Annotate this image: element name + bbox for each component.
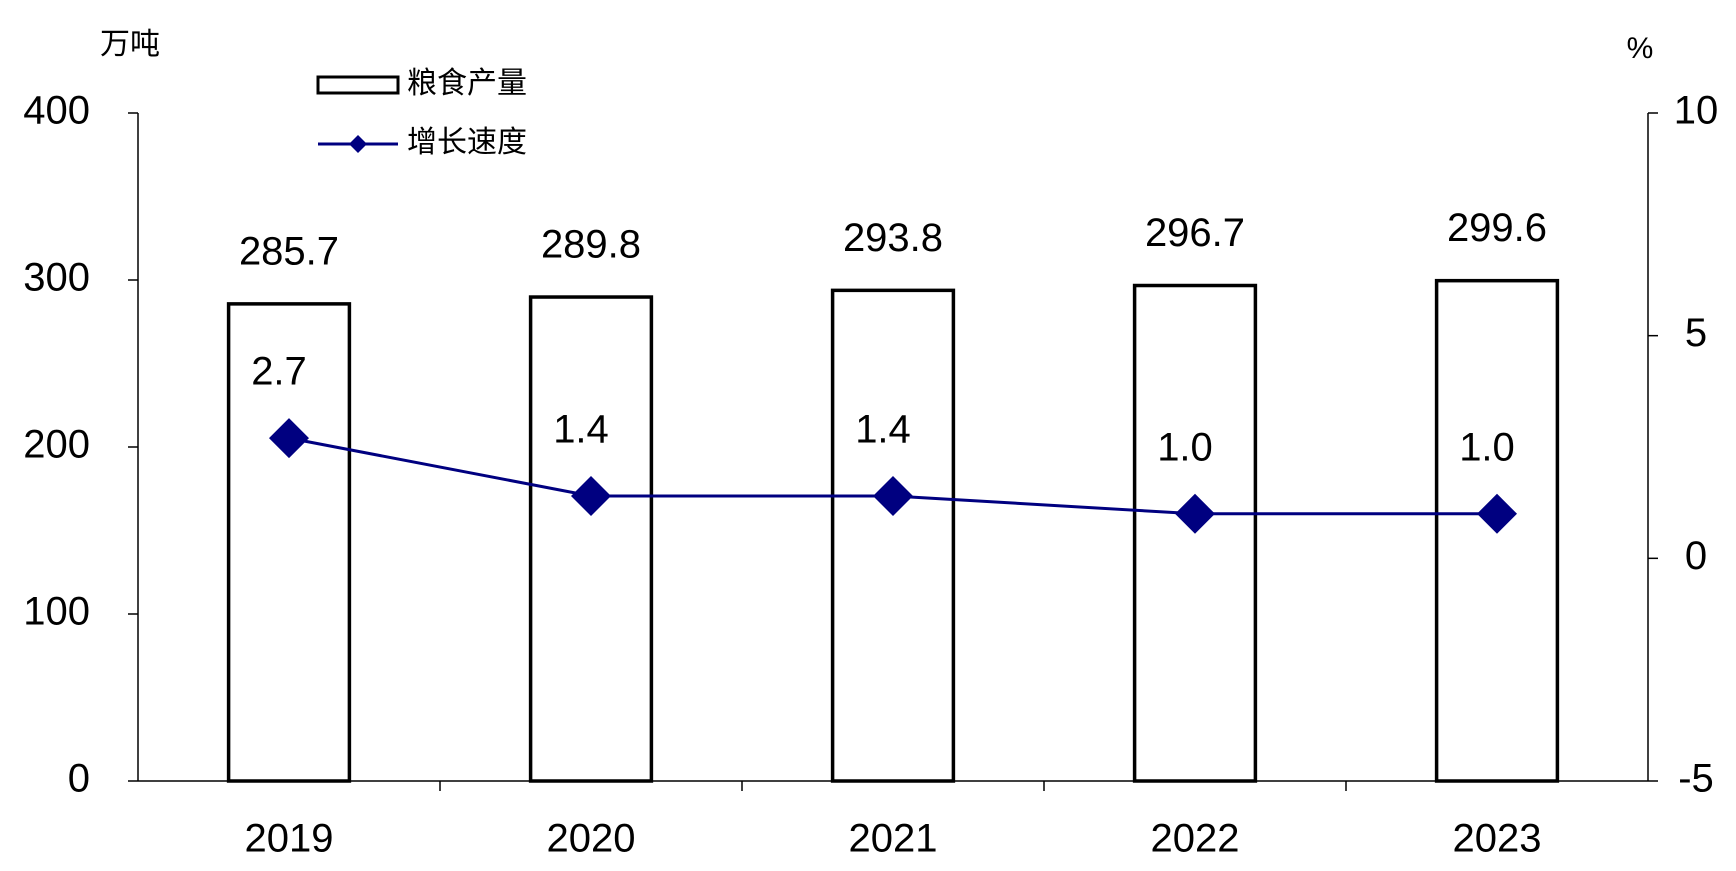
x-tick-label: 2020: [547, 817, 636, 861]
legend-label: 粮食产量: [407, 67, 527, 100]
y-tick-label: 0: [68, 757, 90, 801]
y2-tick-label: -5: [1678, 757, 1714, 801]
y-tick-label: 400: [23, 89, 90, 133]
line-value-label: 1.0: [1157, 425, 1213, 469]
bar-value-label: 289.8: [541, 223, 641, 267]
legend-swatch: [316, 75, 400, 95]
line-value-label: 1.4: [553, 408, 609, 452]
bar-value-label: 296.7: [1145, 211, 1245, 255]
line-marker: [269, 418, 309, 459]
x-tick-label: 2023: [1453, 817, 1542, 861]
y-axis-label: 万吨: [100, 28, 160, 61]
y-tick-label: 300: [23, 256, 90, 300]
line-marker: [873, 475, 913, 516]
line-marker: [1477, 493, 1517, 534]
x-tick-label: 2021: [849, 817, 938, 861]
y-tick-label: 200: [23, 423, 90, 467]
bar-value-label: 293.8: [843, 216, 943, 260]
y2-axis-label: %: [1627, 32, 1654, 65]
x-tick-label: 2019: [245, 817, 334, 861]
line-value-label: 1.0: [1459, 425, 1515, 469]
y2-tick-label: 0: [1685, 534, 1707, 578]
y-tick-label: 100: [23, 590, 90, 634]
bar: [830, 288, 956, 783]
line-marker: [1175, 493, 1215, 534]
bar-value-label: 299.6: [1447, 206, 1547, 250]
legend-swatch: [349, 135, 367, 153]
line-value-label: 2.7: [251, 350, 307, 394]
bar-value-label: 285.7: [239, 229, 339, 273]
legend-label: 增长速度: [407, 126, 527, 159]
line-marker: [571, 475, 611, 516]
y2-tick-label: 5: [1685, 311, 1707, 355]
y2-tick-label: 10: [1674, 89, 1719, 133]
line-value-label: 1.4: [855, 408, 911, 452]
bar: [528, 295, 654, 783]
bar: [226, 302, 352, 783]
x-tick-label: 2022: [1151, 817, 1240, 861]
